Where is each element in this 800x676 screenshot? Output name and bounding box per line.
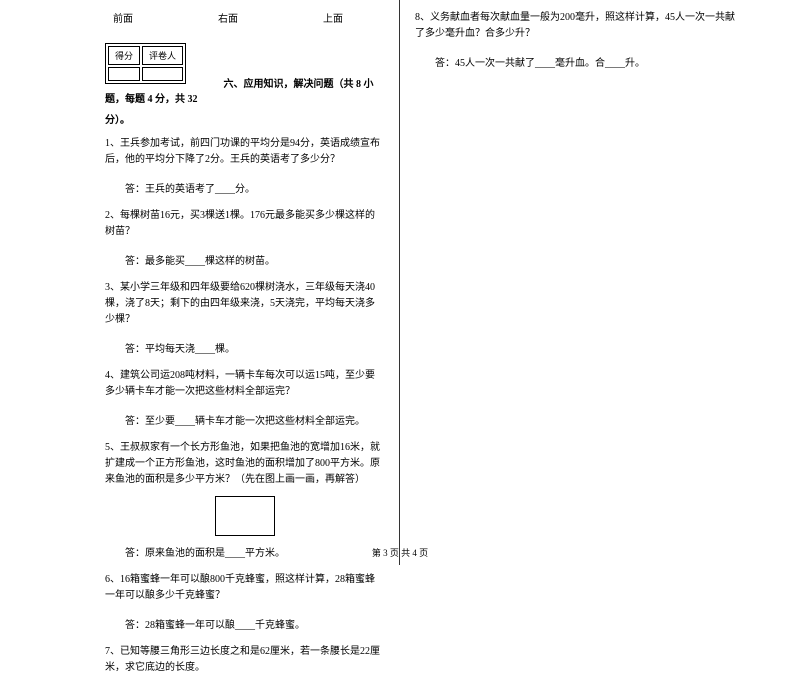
q3-answer: 答：平均每天浇____棵。 bbox=[105, 342, 384, 358]
q2-text: 2、每棵树苗16元，买3棵送1棵。176元最多能买多少棵这样的树苗？ bbox=[105, 210, 375, 237]
question-5: 5、王叔叔家有一个长方形鱼池，如果把鱼池的宽增加16米，就扩建成一个正方形鱼池，… bbox=[105, 440, 384, 562]
q7-text: 7、已知等腰三角形三边长度之和是62厘米，若一条腰长是22厘米，求它底边的长度。 bbox=[105, 646, 380, 673]
score-table: 得分 评卷人 bbox=[105, 43, 186, 84]
view-labels-row: 前面 右面 上面 bbox=[105, 10, 384, 25]
question-3: 3、某小学三年级和四年级要给620棵树浇水，三年级每天浇40棵，浇了8天；剩下的… bbox=[105, 280, 384, 358]
score-section: 得分 评卷人 六、应用知识，解决问题（共 8 小题，每题 4 分，共 32 bbox=[105, 43, 384, 105]
view-top: 上面 bbox=[323, 10, 343, 25]
score-blank bbox=[108, 67, 140, 81]
q4-text: 4、建筑公司运208吨材料，一辆卡车每次可以运15吨，至少要多少辆卡车才能一次把… bbox=[105, 370, 375, 397]
q4-answer: 答：至少要____辆卡车才能一次把这些材料全部运完。 bbox=[105, 414, 384, 430]
question-6: 6、16箱蜜蜂一年可以酿800千克蜂蜜，照这样计算，28箱蜜蜂一年可以酿多少千克… bbox=[105, 572, 384, 634]
q8-answer: 答：45人一次一共献了____毫升血。合____升。 bbox=[415, 56, 740, 72]
q5-text: 5、王叔叔家有一个长方形鱼池，如果把鱼池的宽增加16米，就扩建成一个正方形鱼池，… bbox=[105, 442, 380, 485]
question-2: 2、每棵树苗16元，买3棵送1棵。176元最多能买多少棵这样的树苗？ 答：最多能… bbox=[105, 208, 384, 270]
q6-answer: 答：28箱蜜蜂一年可以酿____千克蜂蜜。 bbox=[105, 618, 384, 634]
score-label: 得分 bbox=[108, 46, 140, 65]
q3-text: 3、某小学三年级和四年级要给620棵树浇水，三年级每天浇40棵，浇了8天；剩下的… bbox=[105, 282, 375, 325]
view-right: 右面 bbox=[218, 10, 238, 25]
q1-answer: 答：王兵的英语考了____分。 bbox=[105, 182, 384, 198]
grader-blank bbox=[142, 67, 183, 81]
question-7: 7、已知等腰三角形三边长度之和是62厘米，若一条腰长是22厘米，求它底边的长度。 bbox=[105, 644, 384, 676]
view-front: 前面 bbox=[113, 10, 133, 25]
grader-label: 评卷人 bbox=[142, 46, 183, 65]
page-footer: 第 3 页 共 4 页 bbox=[0, 546, 800, 559]
question-4: 4、建筑公司运208吨材料，一辆卡车每次可以运15吨，至少要多少辆卡车才能一次把… bbox=[105, 368, 384, 430]
section6-title-cont: 分）。 bbox=[105, 111, 384, 126]
q5-diagram-box bbox=[215, 496, 275, 536]
q1-text: 1、王兵参加考试，前四门功课的平均分是94分，英语成绩宣布后，他的平均分下降了2… bbox=[105, 138, 380, 165]
q8-text: 8、义务献血者每次献血量一般为200毫升，照这样计算，45人一次一共献了多少毫升… bbox=[415, 12, 735, 39]
q2-answer: 答：最多能买____棵这样的树苗。 bbox=[105, 254, 384, 270]
question-8: 8、义务献血者每次献血量一般为200毫升，照这样计算，45人一次一共献了多少毫升… bbox=[415, 10, 740, 72]
question-1: 1、王兵参加考试，前四门功课的平均分是94分，英语成绩宣布后，他的平均分下降了2… bbox=[105, 136, 384, 198]
q6-text: 6、16箱蜜蜂一年可以酿800千克蜂蜜，照这样计算，28箱蜜蜂一年可以酿多少千克… bbox=[105, 574, 375, 601]
